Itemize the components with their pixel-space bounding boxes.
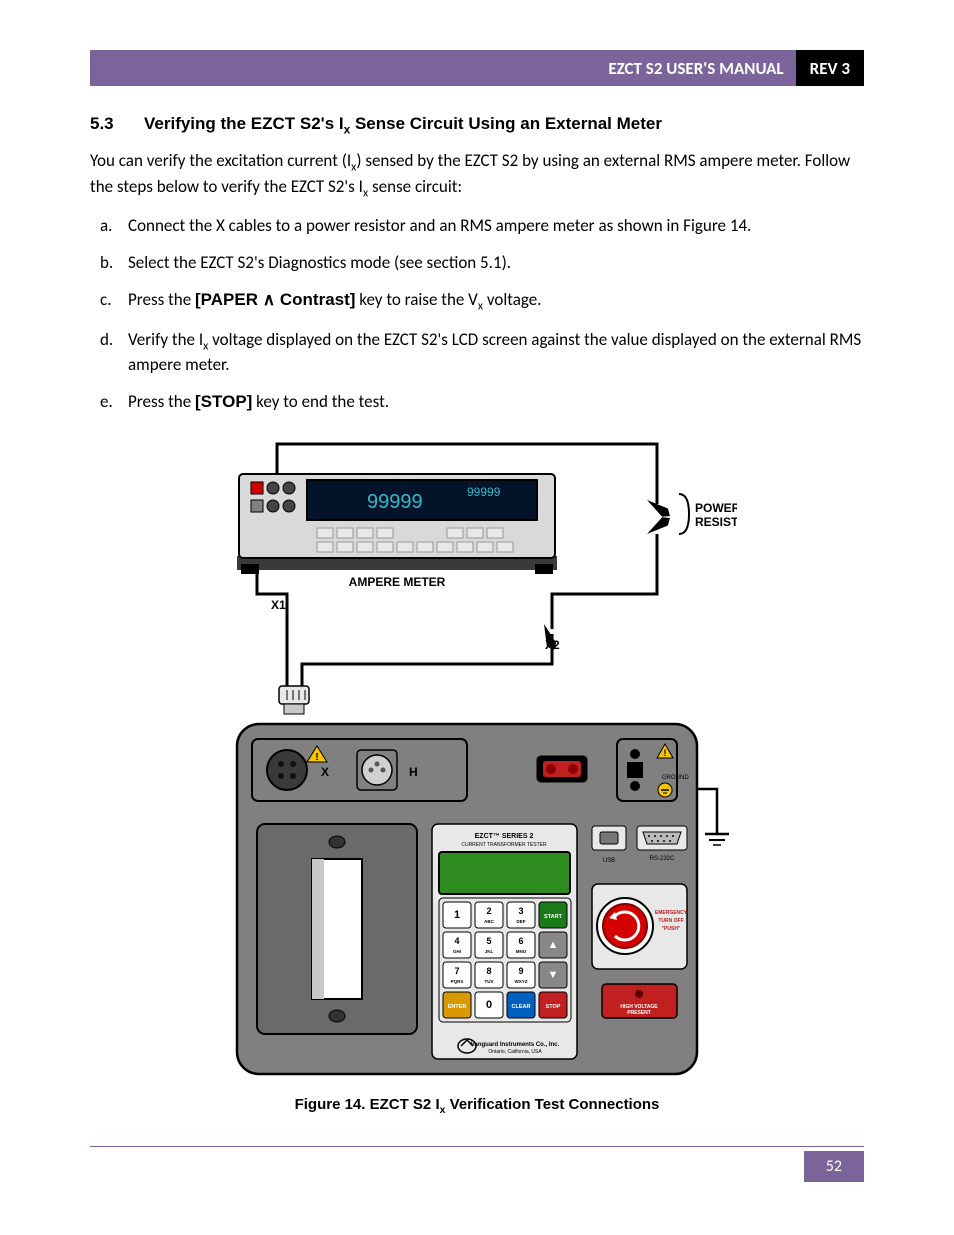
ezct-title-2: CURRENT TRANSFORMER TESTER (461, 842, 547, 848)
svg-text:MNO: MNO (516, 949, 527, 954)
svg-text:9: 9 (518, 966, 523, 976)
svg-text:GHI: GHI (453, 949, 461, 954)
svg-text:PQRS: PQRS (451, 979, 464, 984)
svg-text:ENTER: ENTER (448, 1004, 467, 1010)
svg-text:STOP: STOP (546, 1004, 561, 1010)
svg-text:8: 8 (486, 966, 491, 976)
svg-text:1: 1 (454, 909, 460, 921)
svg-text:2: 2 (486, 906, 491, 916)
header-rev: REV 3 (796, 50, 864, 86)
svg-text:!: ! (315, 752, 318, 763)
page-header: EZCT S2 USER'S MANUAL REV 3 (90, 50, 864, 86)
wiring-diagram: 99999 99999 AMPERE METER X1 X2 POWER RES… (217, 434, 737, 1084)
h-port-label: H (409, 765, 418, 779)
svg-text:DEF: DEF (517, 919, 526, 924)
meter-lcd-value-1: 99999 (367, 491, 423, 513)
svg-text:JKL: JKL (485, 949, 494, 954)
x-port-label: X (321, 765, 329, 779)
ground-label: GROUND (662, 775, 689, 781)
steps-list: a.Connect the X cables to a power resist… (90, 215, 864, 414)
ampere-meter: 99999 99999 AMPERE METER (237, 474, 557, 589)
hv-label-2: PRESENT (627, 1010, 651, 1016)
vanguard-label-1: Vanguard Instruments Co., Inc. (471, 1042, 560, 1048)
stop-key: [STOP] (195, 392, 252, 411)
svg-text:▲: ▲ (548, 939, 559, 951)
cable-plug (279, 686, 309, 714)
svg-text:0: 0 (486, 999, 492, 1011)
emergency-label-1: EMERGENCY (655, 910, 688, 916)
usb-label: USB (603, 858, 615, 864)
section-number: 5.3 (90, 114, 144, 136)
svg-text:CLEAR: CLEAR (512, 1004, 531, 1010)
section-title-pre: Verifying the EZCT S2's I (144, 114, 344, 133)
step-d: d. Verify the Ix voltage displayed on th… (128, 329, 864, 377)
ampere-meter-label: AMPERE METER (349, 575, 446, 589)
meter-lcd-value-2: 99999 (467, 485, 501, 499)
ezct-title-1: EZCT™ SERIES 2 (475, 833, 534, 840)
x2-label: X2 (545, 638, 560, 652)
svg-text:7: 7 (454, 966, 459, 976)
power-resistor-label-2: RESISTOR (695, 515, 737, 529)
figure-14: 99999 99999 AMPERE METER X1 X2 POWER RES… (90, 434, 864, 1084)
svg-text:TUV: TUV (485, 979, 494, 984)
rs232-label: RS-232C (650, 856, 675, 862)
header-title: EZCT S2 USER'S MANUAL (90, 50, 796, 86)
x1-label: X1 (271, 598, 286, 612)
footer-rule (90, 1146, 864, 1147)
svg-text:ABC: ABC (484, 919, 494, 924)
emergency-label-3: "PUSH" (662, 926, 681, 932)
power-resistor-label-1: POWER (695, 501, 737, 515)
svg-text:4: 4 (454, 936, 459, 946)
svg-text:3: 3 (518, 906, 523, 916)
svg-text:6: 6 (518, 936, 523, 946)
svg-text:!: ! (664, 748, 667, 758)
svg-text:▼: ▼ (548, 969, 559, 981)
step-b: b.Select the EZCT S2's Diagnostics mode … (128, 252, 864, 275)
svg-text:WXYZ: WXYZ (515, 979, 528, 984)
emergency-label-2: TURN OFF (658, 918, 683, 924)
step-e: e. Press the [STOP] key to end the test. (128, 391, 864, 414)
section-title: Verifying the EZCT S2's Ix Sense Circuit… (144, 114, 864, 136)
section-title-post: Sense Circuit Using an External Meter (350, 114, 662, 133)
section-heading: 5.3 Verifying the EZCT S2's Ix Sense Cir… (90, 114, 864, 136)
page-number: 52 (804, 1151, 864, 1182)
intro-paragraph: You can verify the excitation current (I… (90, 150, 864, 201)
ezct-panel: X ! H ! GROUND (237, 724, 697, 1074)
vanguard-label-2: Ontario, California, USA (488, 1049, 542, 1055)
page-footer: 52 (90, 1151, 864, 1182)
svg-text:START: START (544, 914, 563, 920)
step-c: c. Press the [PAPER ∧ Contrast] key to r… (128, 289, 864, 314)
paper-contrast-key: [PAPER ∧ Contrast] (195, 290, 355, 309)
figure-caption: Figure 14. EZCT S2 Ix Verification Test … (90, 1096, 864, 1116)
step-a: a.Connect the X cables to a power resist… (128, 215, 864, 238)
svg-text:5: 5 (486, 936, 491, 946)
